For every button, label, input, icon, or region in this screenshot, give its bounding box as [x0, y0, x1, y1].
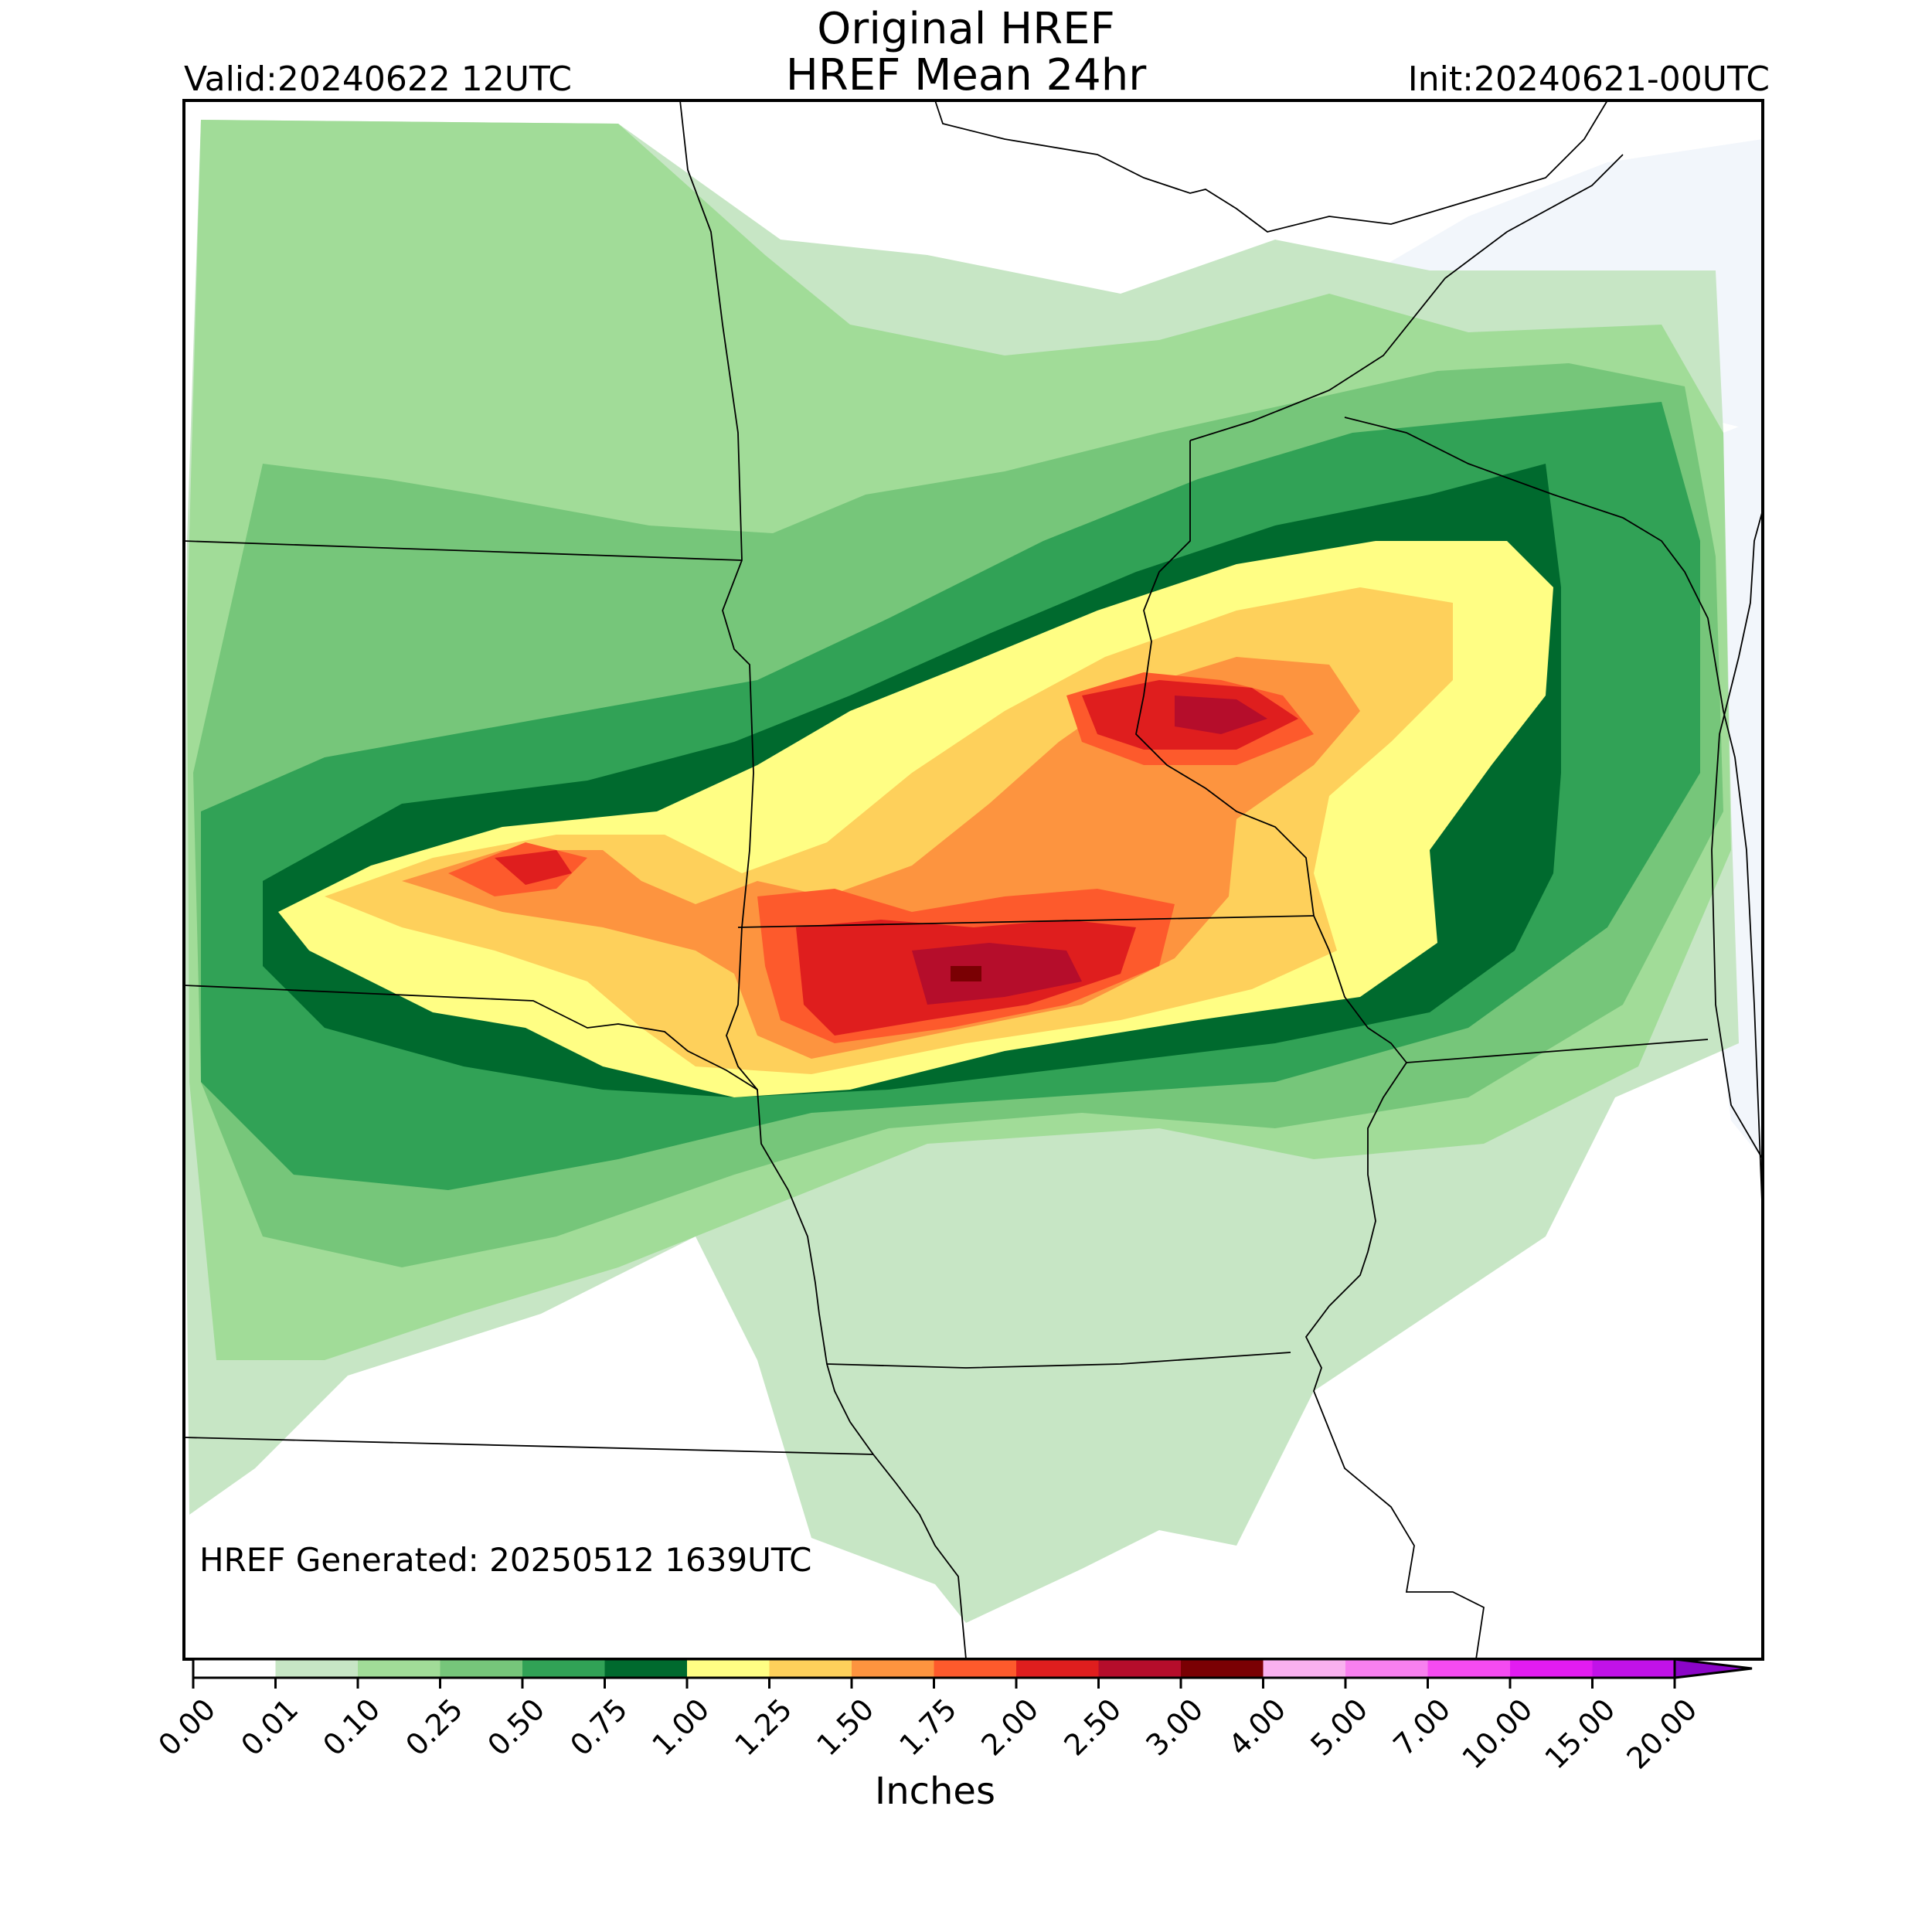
precip-2-50: [912, 696, 1267, 1005]
colorbar-cell: [275, 1659, 359, 1678]
colorbar-cell: [440, 1659, 523, 1678]
colorbar-cell: [934, 1659, 1017, 1678]
colorbar-cell: [687, 1659, 770, 1678]
border-mn-west: [679, 100, 967, 1660]
colorbar-cell: [1098, 1659, 1182, 1678]
border-mi-up: [1344, 417, 1764, 1222]
border-il-in: [1406, 1039, 1709, 1063]
precip-3-00: [951, 966, 981, 981]
colorbar-cell: [522, 1659, 605, 1678]
border-sd-ne: [183, 985, 758, 1090]
border-ia-mo: [826, 1352, 1291, 1369]
border-mn-wi: [1135, 440, 1485, 1660]
coast-michigan-east: [1711, 509, 1764, 1160]
border-mn-ia: [737, 915, 1315, 928]
colorbar-cell: [1345, 1659, 1428, 1678]
colorbar-cell: [358, 1659, 440, 1678]
colorbar-cell: [852, 1659, 934, 1678]
colorbar-ticks: [192, 1678, 1676, 1689]
colorbar-cell: [1592, 1659, 1675, 1678]
colorbar-cell: [604, 1659, 688, 1678]
generated-footnote: HREF Generated: 20250512 1639UTC: [199, 1541, 812, 1579]
border-ne-ks: [183, 1437, 874, 1455]
state-boundaries: [183, 100, 1764, 1660]
colorbar-extend-arrow: [1673, 1658, 1753, 1679]
colorbar-cell: [1510, 1659, 1593, 1678]
colorbar-cell: [769, 1659, 852, 1678]
valid-time: Valid:20240622 12UTC: [184, 60, 573, 99]
title-line-1: Original HREF: [817, 4, 1115, 54]
colorbar-title: Inches: [875, 1770, 995, 1813]
coast-superior: [934, 100, 1608, 233]
colorbar-cell: [1016, 1659, 1099, 1678]
colorbar-cell: [1181, 1659, 1264, 1678]
init-time: Init:20240621-00UTC: [1407, 60, 1770, 99]
border-wi-mi: [1189, 154, 1624, 441]
colorbar-cells: [193, 1659, 1675, 1678]
colorbar-cell: [1263, 1659, 1346, 1678]
colorbar-cell: [1427, 1659, 1511, 1678]
precip-2-00: [495, 680, 1298, 1036]
title-line-2: HREF Mean 24hr: [785, 50, 1147, 100]
border-nd-sd: [183, 540, 743, 561]
colorbar-cell: [193, 1659, 276, 1678]
